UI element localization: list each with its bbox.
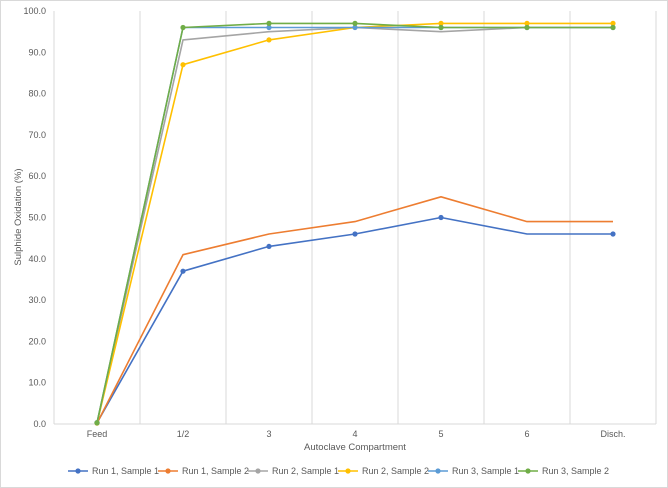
series-line [96,26,613,423]
legend-swatch-marker [345,468,351,474]
series-run-1-sample-2 [96,196,613,424]
data-point [524,24,530,31]
x-tick-label: 1/2 [177,429,190,439]
y-axis-title: Sulphide Oxidation (%) [13,168,24,265]
data-point [266,37,272,43]
legend-label: Run 1, Sample 2 [182,466,249,476]
data-point [180,62,186,68]
series-line [96,22,613,424]
y-tick-label: 50.0 [28,213,46,223]
legend-swatch-marker [525,468,531,474]
legend-label: Run 3, Sample 2 [542,466,609,476]
y-tick-label: 10.0 [28,378,46,388]
data-point [610,24,616,31]
data-point [266,24,272,31]
series-line [96,22,613,423]
legend-swatch-marker [435,468,441,474]
axis-layer: 0.0 10.0 20.0 30.0 40.0 50.0 60.0 70.0 80.0 90.0 1… [23,6,657,439]
y-tick-label: 90.0 [28,47,46,57]
data-point [94,420,100,426]
y-tick-label: 70.0 [28,130,46,140]
data-point [438,24,444,31]
legend-swatch-marker [165,468,171,474]
data-point [438,214,444,221]
data-point [610,20,616,26]
x-tick-label: 4 [352,429,357,439]
x-tick-label: 3 [266,429,271,439]
legend-item: Run 2, Sample 2 [338,466,429,476]
x-tick-label: 6 [524,429,529,439]
legend-item: Run 1, Sample 2 [158,466,249,476]
grid-layer [139,11,571,424]
x-axis-title: Autoclave Compartment [304,442,406,453]
y-tick-label: 80.0 [28,89,46,99]
data-point [180,24,186,31]
data-point [352,24,358,31]
y-tick-label: 0.0 [33,419,46,429]
legend-item: Run 1, Sample 1 [68,466,159,476]
y-tick-label: 60.0 [28,171,46,181]
data-point [524,20,530,26]
data-point [266,243,272,250]
data-point [352,20,358,26]
legend-label: Run 3, Sample 1 [452,466,519,476]
data-point [266,20,272,26]
legend-label: Run 2, Sample 2 [362,466,429,476]
legend: Run 1, Sample 1 Run 1, Sample 2 Run 2, Sam… [68,466,609,476]
legend-swatch-marker [255,468,261,474]
legend-label: Run 1, Sample 1 [92,466,159,476]
series-line [96,216,613,424]
series-layer [94,20,616,426]
legend-item: Run 2, Sample 1 [248,466,339,476]
series-run-1-sample-1 [94,214,616,426]
y-tick-label: 20.0 [28,336,46,346]
series-line [96,196,613,424]
series-run-3-sample-2 [94,20,616,426]
y-tick-label: 100.0 [23,6,46,16]
legend-item: Run 3, Sample 1 [428,466,519,476]
series-line [96,26,613,424]
series-run-2-sample-1 [96,26,613,424]
data-point [438,20,444,26]
data-point [180,268,186,274]
y-tick-label: 40.0 [28,254,46,264]
legend-label: Run 2, Sample 1 [272,466,339,476]
x-tick-label: Disch. [600,429,625,439]
x-tick-label: 5 [438,429,443,439]
legend-item: Run 3, Sample 2 [518,466,609,476]
y-tick-label: 30.0 [28,295,46,305]
legend-swatch-marker [75,468,81,474]
series-run-2-sample-2 [94,20,616,426]
x-tick-label: Feed [87,429,108,439]
data-point [610,231,616,237]
data-point [352,231,358,237]
